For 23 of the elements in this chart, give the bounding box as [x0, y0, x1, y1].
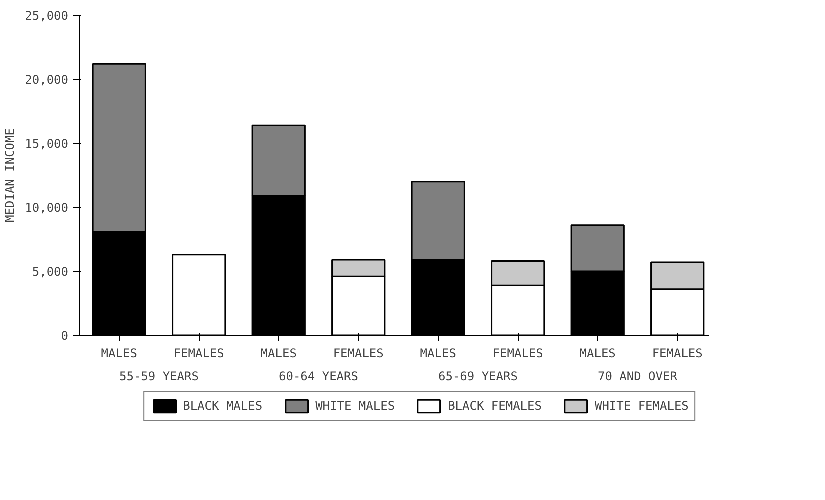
x-tick-label: MALES [260, 346, 297, 360]
x-tick-label: MALES [101, 346, 138, 360]
x-tick-label: FEMALES [174, 346, 224, 360]
legend-label: BLACK FEMALES [448, 399, 542, 413]
legend-label: WHITE MALES [316, 399, 396, 413]
text: 55-59 YEARS [120, 370, 199, 384]
x-tick-label: FEMALES [333, 346, 384, 360]
legend-label: WHITE FEMALES [594, 399, 689, 413]
x-tick-label: FEMALES [492, 346, 544, 360]
y-tick-label: 0 [61, 329, 69, 343]
legend-label: BLACK MALES [183, 399, 263, 413]
y-tick-label: 25,000 [25, 9, 69, 23]
x-tick-label: MALES [580, 346, 616, 360]
y-axis-title: MEDIAN INCOME [3, 128, 18, 222]
x-tick-label: MALES [420, 346, 456, 360]
text: 65-69 YEARS [438, 370, 518, 384]
y-tick-label: 10,000 [25, 201, 69, 215]
text: 70 AND OVER [598, 370, 678, 384]
y-tick-label: 20,000 [25, 73, 69, 87]
text: 60-64 YEARS [279, 370, 358, 384]
y-tick-label: 15,000 [25, 137, 69, 151]
x-tick-label: FEMALES [652, 346, 703, 360]
y-tick-label: 5,000 [32, 265, 68, 279]
